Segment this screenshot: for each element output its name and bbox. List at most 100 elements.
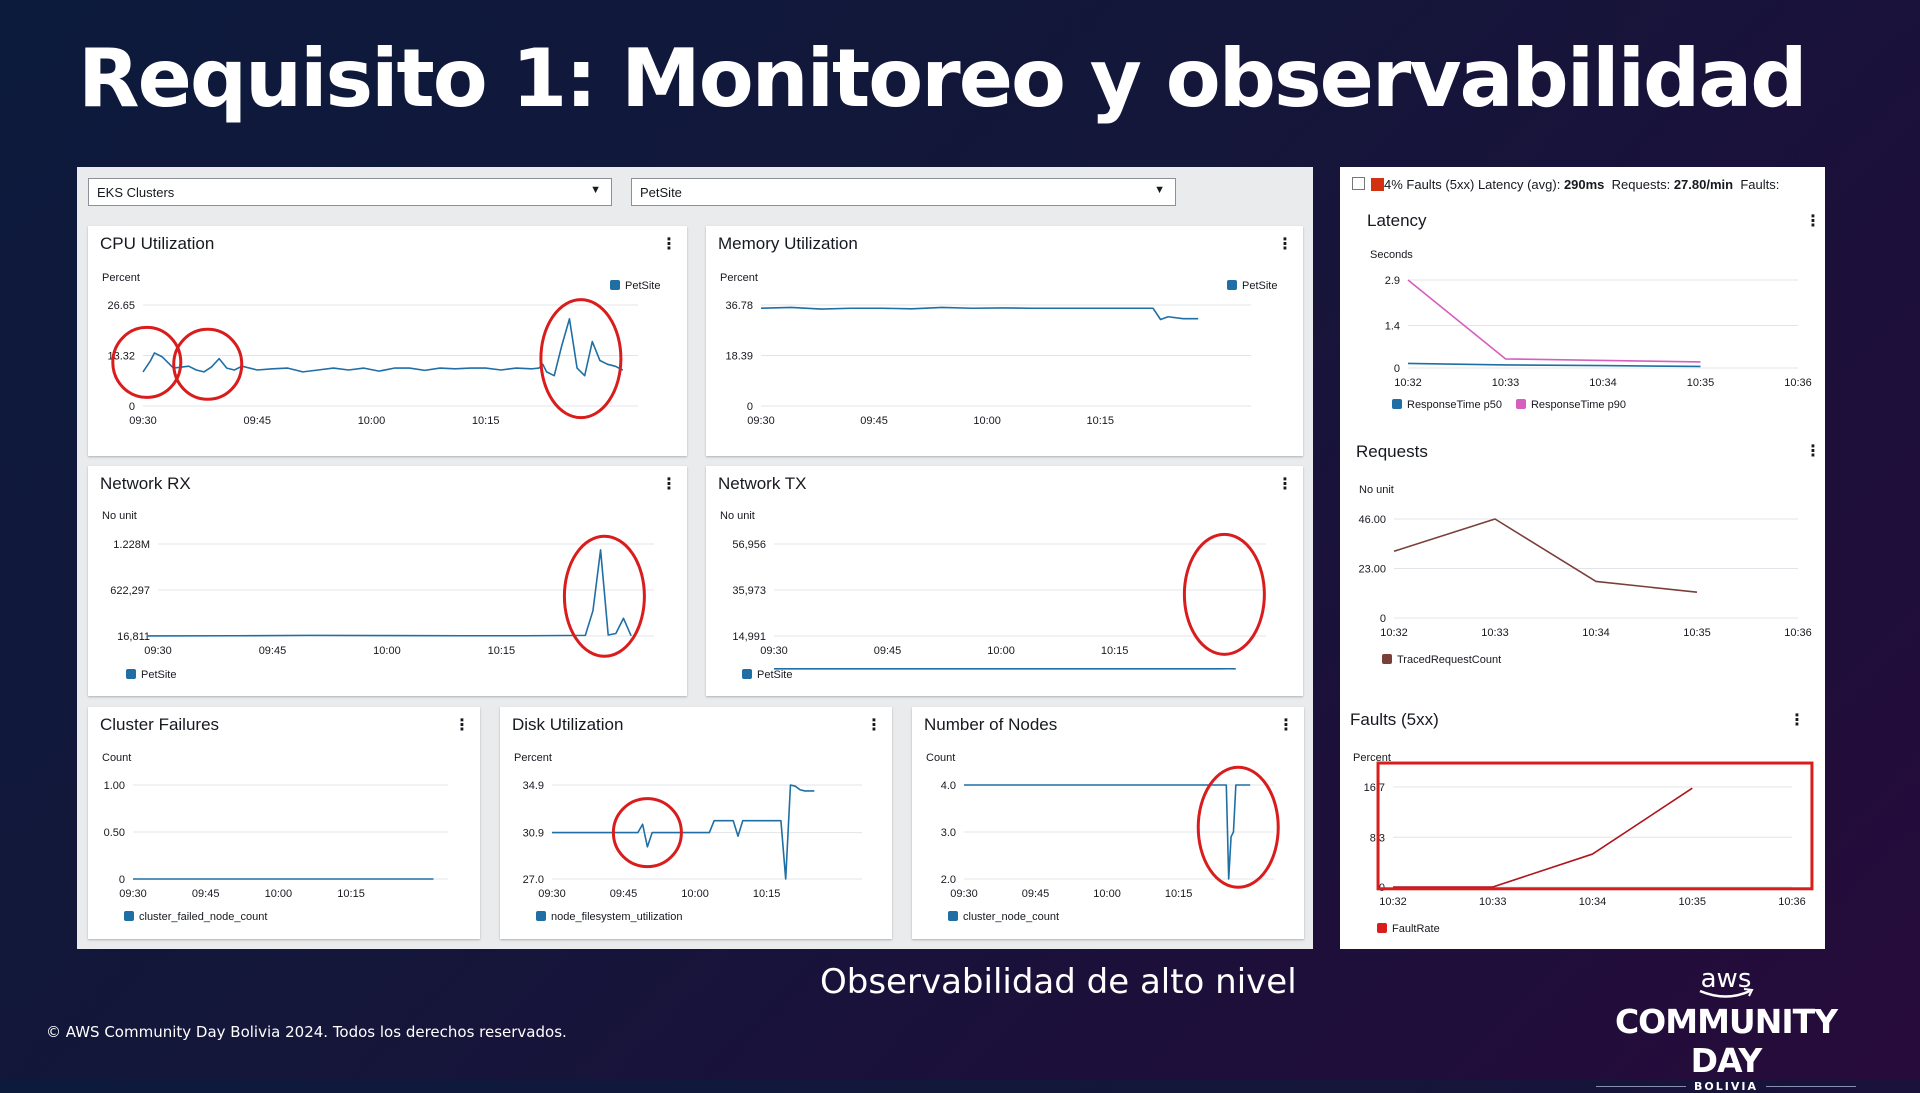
- legend-label: PetSite: [757, 669, 792, 681]
- kebab-menu-icon[interactable]: ⋮: [1277, 234, 1293, 253]
- service-map-panel: 4% Faults (5xx) Latency (avg): 290ms Req…: [1340, 167, 1825, 949]
- chart-legend: PetSite: [742, 669, 792, 681]
- y-tick-label: 622,297: [110, 585, 150, 597]
- unit-label: Percent: [720, 272, 758, 284]
- highlight-rectangle: [1378, 763, 1812, 889]
- kebab-menu-icon[interactable]: ⋮: [1277, 474, 1293, 493]
- y-tick-label: 36.78: [725, 300, 753, 312]
- kebab-menu-icon[interactable]: ⋮: [866, 715, 882, 734]
- legend-label: PetSite: [1242, 280, 1277, 292]
- y-tick-label: 26.65: [107, 300, 135, 312]
- x-tick-label: 10:32: [1379, 896, 1407, 908]
- legend-label: node_filesystem_utilization: [551, 911, 682, 923]
- chart-legend: cluster_failed_node_count: [124, 911, 267, 923]
- y-tick-label: 0.50: [104, 827, 125, 839]
- x-tick-label: 10:00: [681, 888, 709, 900]
- kebab-menu-icon[interactable]: ⋮: [661, 474, 677, 493]
- unit-label: No unit: [720, 510, 755, 522]
- legend-item: node_filesystem_utilization: [536, 911, 682, 923]
- x-tick-label: 09:45: [259, 645, 287, 657]
- chart-legend: PetSite: [126, 669, 176, 681]
- widget-title: CPU Utilization: [100, 234, 214, 254]
- caret-down-icon: ▼: [590, 184, 601, 196]
- x-tick-label: 09:45: [860, 415, 888, 427]
- aws-wordmark: aws: [1576, 966, 1876, 992]
- x-tick-label: 09:45: [610, 888, 638, 900]
- y-tick-label: 35,973: [732, 585, 766, 597]
- widget-title: Network RX: [100, 474, 191, 494]
- cluster-type-select[interactable]: EKS Clusters ▼: [88, 178, 612, 206]
- y-tick-label: 1.00: [104, 780, 125, 792]
- legend-swatch: [1377, 923, 1387, 933]
- legend-label: cluster_node_count: [963, 911, 1059, 923]
- x-tick-label: 10:35: [1678, 896, 1706, 908]
- cluster-type-value: EKS Clusters: [97, 185, 174, 200]
- kebab-menu-icon[interactable]: ⋮: [1278, 715, 1294, 734]
- x-tick-label: 10:34: [1579, 896, 1607, 908]
- legend-label: PetSite: [141, 669, 176, 681]
- x-tick-label: 09:45: [874, 645, 902, 657]
- legend-item: PetSite: [742, 669, 792, 681]
- x-tick-label: 10:15: [753, 888, 781, 900]
- unit-label: Percent: [514, 752, 552, 764]
- legend-label: cluster_failed_node_count: [139, 911, 267, 923]
- slide-caption: Observabilidad de alto nivel: [820, 962, 1297, 1002]
- kebab-menu-icon[interactable]: ⋮: [661, 234, 677, 253]
- widget-title: Network TX: [718, 474, 807, 494]
- legend-item: PetSite: [610, 280, 660, 292]
- community-day-logo: aws COMMUNITY DAY BOLIVIA: [1576, 966, 1876, 1056]
- unit-label: Count: [926, 752, 955, 764]
- x-tick-label: 10:36: [1778, 896, 1806, 908]
- y-tick-label: 0: [119, 874, 125, 886]
- y-tick-label: 18.39: [725, 351, 753, 363]
- x-tick-label: 09:30: [950, 888, 978, 900]
- legend-item: cluster_failed_node_count: [124, 911, 267, 923]
- series-line: [148, 550, 631, 636]
- cluster-name-select[interactable]: PetSite ▼: [631, 178, 1176, 206]
- legend-item: cluster_node_count: [948, 911, 1059, 923]
- x-tick-label: 09:30: [538, 888, 566, 900]
- legend-swatch: [742, 669, 752, 679]
- x-tick-label: 09:45: [1022, 888, 1050, 900]
- legend-label: PetSite: [625, 280, 660, 292]
- y-tick-label: 34.9: [523, 780, 544, 792]
- x-tick-label: 10:00: [373, 645, 401, 657]
- x-tick-label: 09:30: [129, 415, 157, 427]
- kebab-menu-icon[interactable]: ⋮: [454, 715, 470, 734]
- x-tick-label: 10:15: [337, 888, 365, 900]
- y-tick-label: 16.7: [1364, 782, 1385, 794]
- x-tick-label: 10:15: [1165, 888, 1193, 900]
- x-tick-label: 10:00: [1093, 888, 1121, 900]
- widget-title: Memory Utilization: [718, 234, 858, 254]
- x-tick-label: 09:30: [144, 645, 172, 657]
- legend-item: PetSite: [126, 669, 176, 681]
- divider-line: [1766, 1086, 1856, 1087]
- y-tick-label: 3.0: [941, 827, 956, 839]
- x-tick-label: 09:30: [747, 415, 775, 427]
- legend-item: PetSite: [1227, 280, 1277, 292]
- event-name: COMMUNITY DAY: [1576, 1002, 1876, 1080]
- series-line: [552, 785, 814, 879]
- x-tick-label: 10:00: [987, 645, 1015, 657]
- slide-title: Requisito 1: Monitoreo y observabilidad: [78, 32, 1806, 125]
- y-tick-label: 4.0: [941, 780, 956, 792]
- event-country: BOLIVIA: [1694, 1080, 1758, 1093]
- x-tick-label: 10:00: [973, 415, 1001, 427]
- legend-swatch: [610, 280, 620, 290]
- series-line: [143, 319, 623, 376]
- widget-title: Number of Nodes: [924, 715, 1057, 735]
- chart-legend: cluster_node_count: [948, 911, 1059, 923]
